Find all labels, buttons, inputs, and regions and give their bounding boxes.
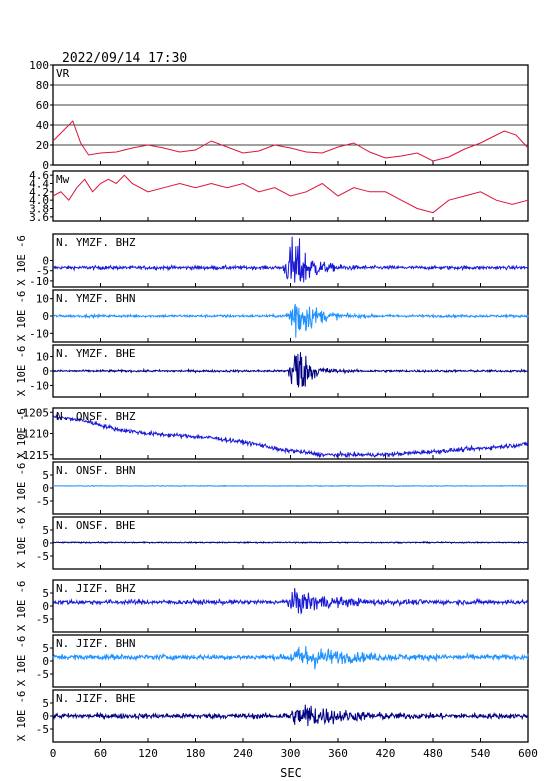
y-tick-label: -5 (36, 723, 49, 736)
y-axis-label: X 10E -6 (16, 291, 28, 342)
panel-label: N. ONSF. BHZ (56, 410, 136, 423)
y-tick-label: 0 (42, 600, 49, 613)
x-tick-label: 240 (233, 747, 253, 760)
y-tick-label: 0 (42, 310, 49, 323)
panel-ymzf-bhe: 100-10X 10E -6 N. YMZF. BHE (16, 344, 529, 398)
y-tick-label: 80 (36, 79, 49, 92)
series-line-jizf-bhz (52, 587, 529, 615)
y-axis-label: X 10E -6 (16, 636, 28, 687)
y-tick-label: 4.2 (29, 186, 49, 199)
panel-jizf-bhz: 50-5 X 10E -6 N. JIZF. BHZ (16, 579, 529, 633)
series-line-jizf-bhe (53, 704, 529, 727)
y-tick-label: 40 (36, 119, 49, 132)
panel-mw: 4.64.44.24.03.83.6 Mw (29, 169, 529, 224)
panel-label: N. ONSF. BHN (56, 464, 135, 477)
x-tick-label: 60 (94, 747, 107, 760)
series-line-onsf-bhe (52, 540, 529, 545)
y-axis-label: X 10E -6 (16, 581, 28, 632)
y-tick-label: 4.0 (29, 194, 49, 207)
y-tick-label: -1210 (16, 428, 49, 441)
y-tick-label: -1215 (16, 449, 49, 462)
panel-label: VR (56, 67, 70, 80)
y-axis-label: X 10E -6 (16, 518, 28, 569)
y-tick-label: 4.4 (29, 178, 49, 191)
series-line-mw (52, 174, 529, 214)
series-line-ymzf-bhz (52, 236, 529, 283)
y-tick-label: 0 (42, 255, 49, 268)
y-tick-label: 10 (36, 293, 49, 306)
panel-vr: 100 80 60 40 20 0 VR (29, 59, 529, 172)
y-tick-label: -10 (29, 379, 49, 392)
x-tick-label: 120 (138, 747, 158, 760)
y-tick-label: 20 (36, 139, 49, 152)
y-tick-label: 5 (42, 524, 49, 537)
y-tick-label: -5 (36, 550, 49, 563)
y-axis-label: X 10E -6 (16, 346, 28, 397)
panel-label: N. JIZF. BHN (56, 637, 135, 650)
panel-label: N. ONSF. BHE (56, 519, 135, 532)
y-tick-label: 4.6 (29, 169, 49, 182)
panels-group: 100806040200VR4.64.44.24.03.83.6Mw0-5-10… (16, 59, 529, 743)
x-tick-label: 480 (423, 747, 443, 760)
panel-label: N. YMZF. BHE (56, 347, 135, 360)
y-tick-label: 10 (36, 351, 49, 364)
y-tick-label: 3.8 (29, 203, 49, 216)
y-tick-label: 5 (42, 587, 49, 600)
y-tick-label: 60 (36, 99, 49, 112)
x-tick-label: 420 (376, 747, 396, 760)
x-tick-label: 180 (186, 747, 206, 760)
y-tick-label: 0 (42, 159, 49, 172)
panel-label: N. JIZF. BHE (56, 692, 135, 705)
panel-jizf-bhe: 50-5 X 10E -6 N. JIZF. BHE (16, 689, 529, 743)
x-tick-label: 540 (471, 747, 491, 760)
y-axis-label: X 10E -6 (16, 691, 28, 742)
y-axis-label: X 10E -6 (16, 408, 28, 459)
panel-label: N. JIZF. BHZ (56, 582, 136, 595)
y-tick-label: 3.6 (29, 211, 49, 224)
y-tick-label: 0 (42, 710, 49, 723)
series-line-vr (52, 120, 529, 162)
y-tick-label: 0 (42, 655, 49, 668)
y-tick-label: -5 (36, 613, 49, 626)
panel-label: Mw (56, 173, 70, 186)
panel-jizf-bhn: 50-5 X 10E -6 N. JIZF. BHN (16, 634, 529, 688)
y-tick-label: 5 (42, 642, 49, 655)
panel-label: N. YMZF. BHN (56, 292, 135, 305)
y-tick-label: -5 (36, 265, 49, 278)
y-axis-label: X 10E -6 (16, 235, 28, 286)
timestamp-label: 2022/09/14 17:30 (62, 51, 187, 66)
y-axis-label: X 10E -6 (16, 463, 28, 514)
y-tick-label: 100 (29, 59, 49, 72)
y-tick-label: 0 (42, 537, 49, 550)
x-tick-label: 300 (281, 747, 301, 760)
y-tick-label: -10 (29, 275, 49, 288)
panel-ymzf-bhn: 10 0 -10X 10E -6 N. YMZF. BHN (16, 289, 529, 343)
x-axis-label: SEC (280, 766, 302, 780)
y-tick-label: -10 (29, 327, 49, 340)
y-tick-label: 5 (42, 697, 49, 710)
series-line-ymzf-bhe (52, 352, 529, 388)
x-tick-label: 360 (328, 747, 348, 760)
y-tick-label: -5 (36, 668, 49, 681)
x-tick-label: 0 (50, 747, 57, 760)
panel-ymzf-bhz: 0-5-10X 10E -6 N. YMZF. BHZ (16, 233, 529, 288)
y-tick-label: -5 (36, 495, 49, 508)
x-tick-label: 600 (518, 747, 538, 760)
y-tick-label: 0 (42, 482, 49, 495)
series-line-jizf-bhn (52, 645, 529, 670)
y-tick-label: 0 (42, 365, 49, 378)
y-tick-label: 5 (42, 469, 49, 482)
x-axis: 0 60 120 180 240 300 360 420 480 540 600 (50, 161, 538, 760)
series-line-onsf-bhn (52, 484, 529, 488)
panel-onsf-bhn: 50-5 X 10E -6 N. ONSF. BHN (16, 461, 529, 515)
series-line-onsf-bhz (52, 414, 529, 459)
y-tick-label: -1205 (16, 406, 49, 419)
panel-label: N. YMZF. BHZ (56, 236, 136, 249)
panel-onsf-bhe: 50-5 X 10E -6 N. ONSF. BHE (16, 516, 529, 570)
series-line-ymzf-bhn (52, 303, 529, 338)
